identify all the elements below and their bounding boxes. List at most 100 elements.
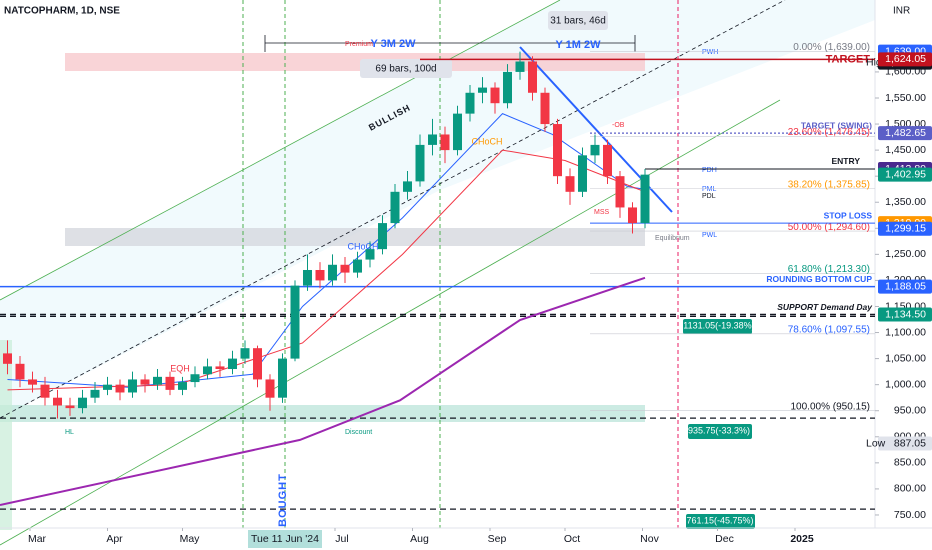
candle-body (440, 134, 450, 151)
candle-body (178, 382, 187, 390)
currency: INR (893, 6, 910, 17)
x-tick-label: Dec (715, 533, 734, 545)
candle-body (428, 134, 437, 145)
candle-body (165, 376, 175, 390)
channel-fill (0, 0, 875, 418)
candle-body (265, 379, 275, 398)
level-label: TARGET (SWING) (801, 120, 872, 130)
bars-label: 31 bars, 46d (550, 16, 606, 27)
side-zone (0, 340, 12, 530)
y-tick-label: 1,050.00 (885, 352, 926, 364)
x-tick-label: Jul (335, 533, 348, 545)
candle-body (465, 92, 475, 114)
candle-body (153, 376, 162, 385)
candle-body (278, 358, 287, 398)
fib-label: 100.00% (950.15) (790, 401, 870, 412)
candle-body (415, 144, 425, 182)
candle-body (365, 249, 375, 260)
moving-average (0, 276, 646, 507)
price-badge-label: 1,188.05 (885, 280, 926, 292)
supply-zone (65, 53, 645, 71)
y-tick-label: 950.00 (894, 405, 926, 417)
x-tick-label: 2025 (790, 533, 814, 545)
target-box (686, 514, 755, 529)
candle-body (390, 191, 400, 224)
price-badge-label: 887.05 (894, 437, 926, 449)
candle-body (40, 384, 50, 398)
candle-body (78, 397, 87, 409)
equilibrium-zone (65, 228, 645, 246)
price-badge (878, 279, 932, 294)
candle-body (328, 264, 337, 281)
price-badge (878, 52, 932, 67)
x-tick-label: Mar (28, 533, 47, 545)
candle-body (140, 379, 150, 385)
target-box (683, 319, 752, 334)
zone-label: Premium (345, 41, 373, 48)
level-label: SUPPORT Demand Day (777, 302, 873, 312)
candle-body (378, 223, 387, 250)
mss-label: MSS (594, 209, 610, 216)
target-label: 935.75(-33.3%) (688, 425, 750, 435)
candle-body (115, 384, 125, 393)
chart-title: NATCOPHARM, 1D, NSE (4, 6, 120, 17)
candle-body (540, 92, 550, 125)
candle-body (503, 71, 512, 104)
ob-label: -OB (612, 122, 625, 129)
hl-label: HL (65, 429, 74, 436)
y-tick-label: 1,350.00 (885, 196, 926, 208)
candle-body (303, 269, 312, 286)
range-label: Y 3M 2W (370, 38, 416, 50)
bars-box (548, 11, 608, 30)
candle-body (353, 259, 362, 273)
x-tick-label: Oct (564, 533, 580, 545)
candle-body (553, 124, 562, 177)
demand-zone (0, 405, 645, 422)
price-badge-label: 1,624.05 (885, 53, 926, 65)
bars-label: 69 bars, 100d (375, 64, 436, 75)
candle-body (590, 144, 600, 156)
x-tick-label: Aug (410, 533, 429, 545)
x-tick-label: Sep (488, 533, 507, 545)
candle-body (203, 366, 212, 375)
candle-body (215, 366, 225, 370)
price-badge-tag: High (866, 56, 888, 68)
fib-label: 23.60% (1,476.45) (788, 127, 870, 138)
price-badge (878, 126, 932, 141)
y-tick-label: 1,250.00 (885, 248, 926, 260)
price-badge-tag: Low (866, 437, 886, 449)
candle-body (228, 358, 237, 370)
level-label: TARGET (826, 53, 871, 65)
candle-body (565, 176, 575, 192)
candle-body (65, 405, 75, 409)
fib-label: 78.60% (1,097.55) (788, 324, 870, 335)
fib-label: 61.80% (1,213.30) (788, 264, 870, 275)
channel-upper (0, 0, 561, 301)
candle-body (615, 176, 625, 208)
candle-body (453, 113, 462, 151)
pdh-label: PDH (702, 167, 717, 174)
candle-body (103, 384, 112, 390)
channel-lower (0, 99, 781, 546)
pwl-label: PWL (702, 232, 717, 239)
candle-body (290, 285, 300, 359)
fib-label: 50.00% (1,294.60) (788, 222, 870, 233)
y-tick-label: 1,100.00 (885, 326, 926, 338)
candle-body (603, 144, 612, 177)
candle-body (15, 363, 25, 380)
choch-label: CHoCH (471, 136, 502, 146)
pml-label: PML (702, 186, 717, 193)
candle-body (315, 269, 325, 281)
fib-label: 38.20% (1,375.85) (788, 179, 870, 190)
target-box (688, 424, 752, 439)
y-tick-label: 1,450.00 (885, 144, 926, 156)
moving-average (7, 149, 646, 391)
y-tick-label: 850.00 (894, 457, 926, 469)
price-badge (878, 307, 932, 322)
crosshair-label: Tue 11 Jun '24 (251, 533, 319, 545)
candle-body (490, 87, 500, 104)
candle-body (340, 264, 350, 273)
candle-body (628, 207, 637, 224)
candle-body (478, 87, 487, 93)
candle-body (253, 348, 262, 380)
